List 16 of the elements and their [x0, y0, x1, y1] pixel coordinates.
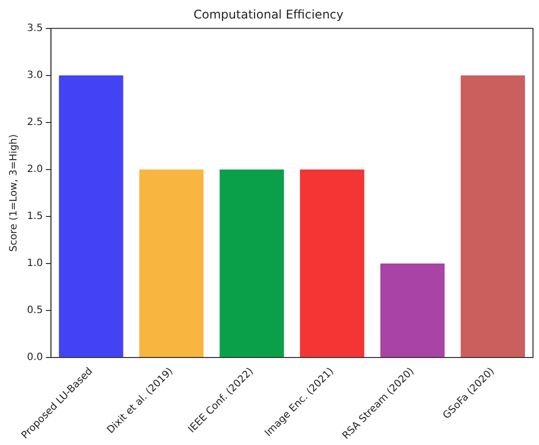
bar — [220, 169, 284, 358]
y-tick-label: 0.0 — [26, 352, 43, 364]
bar — [139, 169, 204, 358]
y-tick-label: 3.5 — [26, 22, 43, 34]
y-tick-label: 1.0 — [26, 258, 43, 270]
chart-title: Computational Efficiency — [194, 7, 344, 22]
bar — [380, 264, 445, 358]
y-tick-label: 2.0 — [26, 164, 43, 176]
bar — [300, 169, 364, 358]
y-tick-label: 3.0 — [26, 70, 43, 82]
bar — [58, 75, 124, 358]
y-axis-title: Score (1=Low, 3=High) — [8, 134, 20, 252]
bar — [460, 75, 525, 358]
y-tick-label: 1.5 — [26, 211, 43, 222]
y-tick-label: 2.5 — [26, 117, 43, 128]
y-tick-label: 0.5 — [26, 305, 43, 316]
